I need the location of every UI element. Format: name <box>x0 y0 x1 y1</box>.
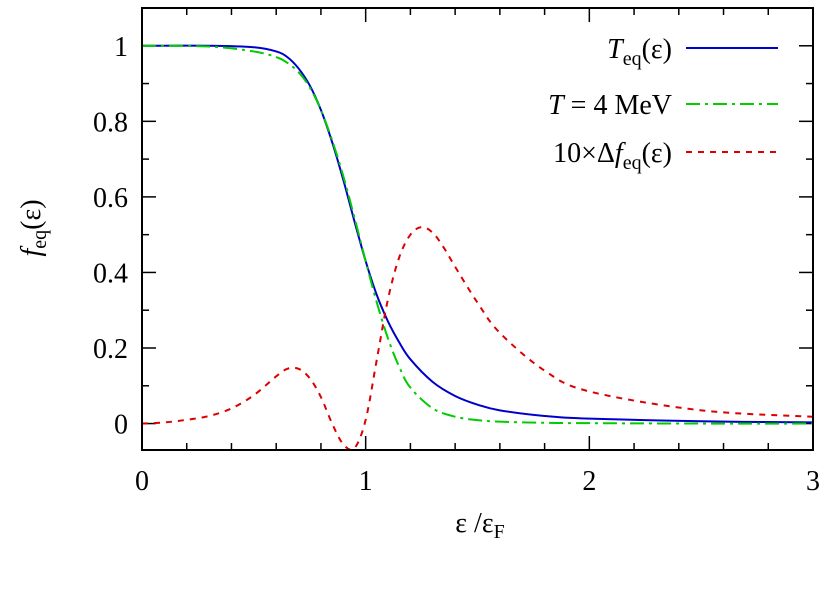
legend-entry-teq: Teq(ε) <box>607 34 778 70</box>
plot-frame <box>141 7 814 451</box>
legend-label-teq: Teq(ε) <box>607 34 672 70</box>
y-tick-label: 0.8 <box>93 107 128 138</box>
x-tick-label: 2 <box>582 466 596 497</box>
legend-label-t4mev: T = 4 MeV <box>548 90 672 121</box>
y-axis-label: feq(ε) <box>16 199 51 256</box>
ticks <box>141 8 814 450</box>
y-tick-label: 0.4 <box>93 258 128 289</box>
y-tick-label: 1 <box>114 32 128 63</box>
y-tick-label: 0 <box>114 410 128 441</box>
tick-labels: 0 1 2 3 0 0.2 0.4 0.6 0.8 1 <box>93 32 820 497</box>
legend: Teq(ε) T = 4 MeV 10×Δfeq(ε) <box>548 34 778 174</box>
legend-entry-dfeq: 10×Δfeq(ε) <box>553 138 778 174</box>
legend-entry-t4mev: T = 4 MeV <box>548 90 778 121</box>
series-line-t4mev <box>141 44 814 425</box>
series-lines <box>141 44 814 451</box>
series-line-dfeq <box>141 226 814 451</box>
y-tick-label: 0.6 <box>93 183 128 214</box>
x-tick-label: 1 <box>359 466 373 497</box>
series-line-teq <box>141 44 814 424</box>
x-tick-label: 0 <box>135 466 149 497</box>
x-tick-label: 3 <box>806 466 820 497</box>
x-axis-label: ε /εF <box>455 508 504 543</box>
legend-label-dfeq: 10×Δfeq(ε) <box>553 138 672 174</box>
y-tick-label: 0.2 <box>93 334 128 365</box>
